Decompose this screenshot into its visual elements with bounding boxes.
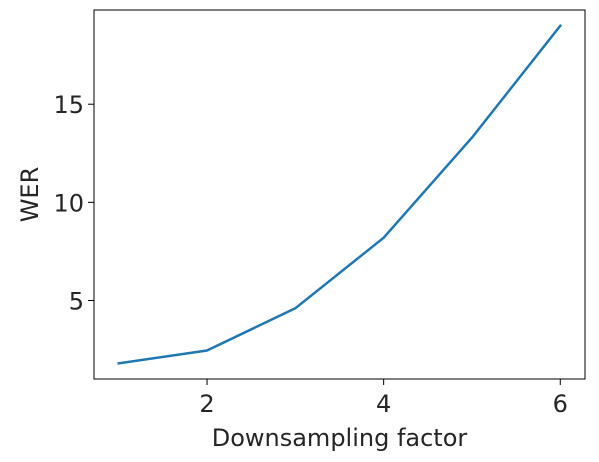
y-axis-ticks: 5 10 15 <box>53 91 94 315</box>
y-tick-label: 10 <box>53 189 84 217</box>
y-tick-label: 15 <box>53 91 84 119</box>
x-tick-label: 4 <box>376 390 391 418</box>
x-axis-title: Downsampling factor <box>212 424 468 452</box>
y-tick-label: 5 <box>69 287 84 315</box>
series-layer <box>117 23 563 365</box>
y-axis-title: WER <box>16 167 44 223</box>
x-tick-label: 2 <box>199 390 214 418</box>
series-line <box>117 23 563 365</box>
x-tick-label: 6 <box>553 390 568 418</box>
x-axis-ticks: 2 4 6 <box>199 379 568 418</box>
plot-frame <box>93 9 586 380</box>
